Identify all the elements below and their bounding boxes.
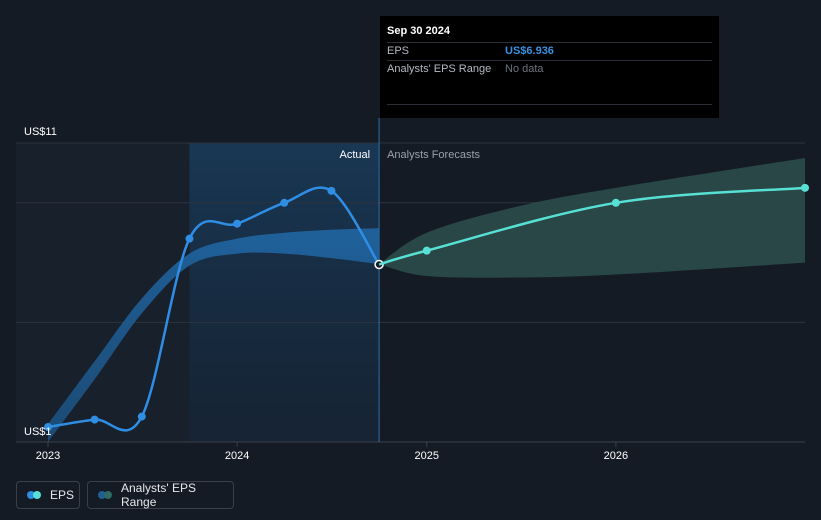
tooltip-row-eps: EPS US$6.936 (387, 42, 712, 60)
eps-legend-icon (27, 491, 42, 499)
eps-point-actual (327, 186, 336, 195)
eps-point-actual (44, 423, 52, 432)
eps-point-actual (280, 198, 289, 207)
tooltip: Sep 30 2024 EPS US$6.936 Analysts' EPS R… (380, 16, 719, 118)
range-band-past (48, 228, 380, 442)
eps-point-actual (90, 415, 99, 424)
tooltip-date: Sep 30 2024 (387, 25, 450, 37)
x-tick-label: 2023 (36, 450, 60, 462)
eps-point-actual (185, 234, 194, 243)
tooltip-eps-label: EPS (387, 45, 410, 57)
eps-point-actual (233, 219, 242, 228)
y-axis-label-top: US$11 (24, 126, 57, 138)
actual-label: Actual (340, 149, 371, 161)
eps-line-forecast (378, 186, 806, 266)
legend-range-button[interactable]: Analysts' EPS Range (87, 481, 234, 509)
y-axis-label-bottom: US$1 (24, 426, 52, 438)
range-legend-icon (98, 491, 113, 499)
eps-point-forecast (422, 246, 431, 255)
eps-point-forecast (801, 183, 809, 192)
legend-eps-label: EPS (50, 488, 75, 502)
tooltip-row-range: Analysts' EPS Range No data (387, 60, 712, 105)
tooltip-eps-value: US$6.936 (505, 45, 554, 57)
legend-range-label: Analysts' EPS Range (121, 481, 196, 509)
actual-background (16, 143, 190, 442)
tooltip-range-value: No data (505, 63, 544, 75)
highlight-region (189, 143, 380, 442)
forecast-label: Analysts Forecasts (387, 149, 480, 161)
x-tick-label: 2025 (415, 450, 439, 462)
eps-point-forecast (611, 198, 620, 207)
tooltip-range-label: Analysts' EPS Range (387, 63, 492, 75)
x-tick-label: 2024 (225, 450, 249, 462)
legend-eps-button[interactable]: EPS (16, 481, 80, 509)
x-tick-label: 2026 (604, 450, 628, 462)
eps-point-actual (137, 412, 146, 421)
range-band-forecast (379, 157, 805, 278)
